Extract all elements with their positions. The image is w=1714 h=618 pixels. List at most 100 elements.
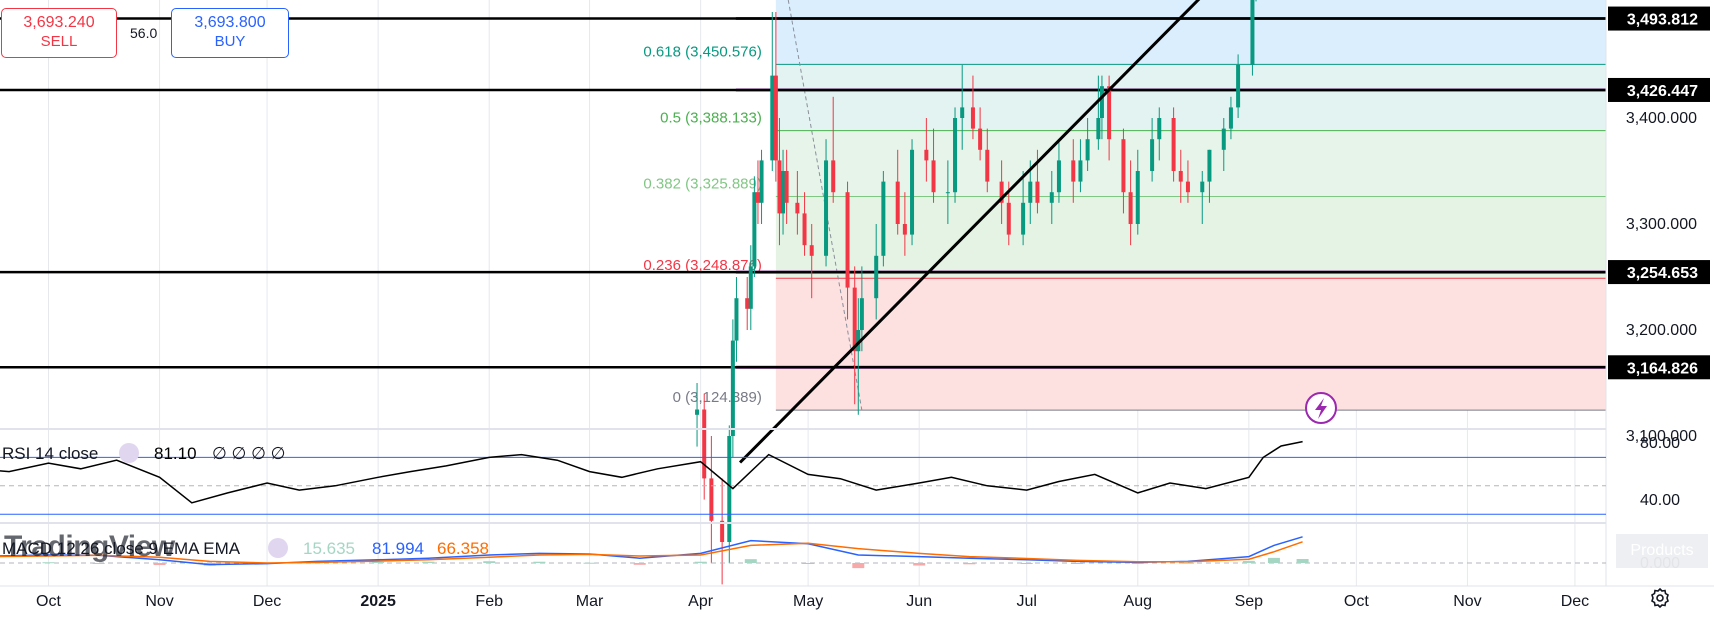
candle-body: [953, 118, 958, 193]
macd-histogram-bar: [744, 559, 757, 563]
buy-button[interactable]: 3,693.800 BUY: [171, 8, 289, 58]
fib-zone: [775, 196, 1606, 279]
candle-body: [773, 75, 778, 161]
candle-body: [695, 409, 700, 415]
macd-legend: MACD 12 26 close 9 EMA EMA 15.635 81.994 66…: [2, 538, 489, 558]
fib-level-label: 0.5 (3,388.133): [660, 110, 762, 127]
macd-histogram-value: 15.635: [303, 539, 355, 558]
time-axis-label: Oct: [36, 593, 61, 610]
candle-body: [856, 330, 861, 352]
candle-body: [1085, 139, 1090, 161]
candle-body: [1078, 160, 1083, 182]
rsi-axis-label: 40.00: [1640, 492, 1680, 509]
candle-body: [1178, 171, 1183, 182]
candle-body: [1006, 202, 1011, 235]
level-tag-label: 3,164.826: [1627, 360, 1698, 377]
macd-histogram-bar: [42, 562, 55, 564]
time-axis-label: Apr: [688, 593, 714, 610]
macd-settings-icon: [268, 538, 288, 558]
level-tag-label: 3,493.812: [1627, 12, 1698, 29]
sell-price: 3,693.240: [23, 14, 95, 31]
macd-histogram-bar: [694, 561, 707, 563]
candle-body: [960, 107, 965, 118]
price-axis-bg: [1606, 0, 1714, 618]
candle-body: [748, 266, 753, 309]
candle-body: [702, 409, 707, 479]
candle-body: [1150, 139, 1155, 171]
candle-body: [802, 213, 807, 246]
candle-body: [727, 436, 732, 542]
macd-histogram-bar: [533, 561, 546, 563]
sell-label: SELL: [40, 33, 78, 50]
candle-body: [999, 181, 1004, 203]
candle-body: [1049, 192, 1054, 203]
gear-icon[interactable]: [1648, 586, 1672, 610]
trendline: [738, 0, 1201, 464]
time-axis-label: Dec: [1561, 593, 1589, 610]
macd-histogram-bar: [1296, 558, 1309, 563]
fib-level-label: 0.236 (3,248.876): [643, 257, 761, 274]
time-axis-label: Aug: [1124, 593, 1152, 610]
candle-body: [1228, 107, 1233, 129]
candle-body: [1221, 128, 1226, 150]
candle-body: [795, 202, 800, 214]
macd-signal-line: [0, 541, 1303, 564]
fib-level-label: 0.382 (3,325.889): [643, 176, 761, 193]
candle-body: [730, 340, 735, 436]
macd-legend-title: MACD 12 26 close 9 EMA EMA: [2, 539, 241, 558]
level-tag-label: 3,426.447: [1627, 83, 1698, 100]
candle-body: [852, 287, 857, 352]
macd-signal-value: 66.358: [437, 539, 489, 558]
candle-body: [1028, 181, 1033, 203]
macd-histogram-bar: [852, 563, 865, 569]
candle-body: [759, 160, 764, 203]
candle-body: [777, 160, 782, 214]
macd-histogram-bar: [1242, 560, 1255, 563]
products-button[interactable]: Products: [1616, 534, 1708, 568]
fib-zone: [775, 64, 1606, 131]
level-tag: [1608, 77, 1710, 102]
macd-histogram-bar: [913, 563, 926, 566]
candle-body: [709, 478, 714, 521]
candle-body: [1096, 118, 1101, 140]
price-axis-label: 3,100.000: [1626, 428, 1697, 445]
candle-body: [931, 160, 936, 193]
time-axis-label: Sep: [1235, 593, 1264, 610]
fib-level-label: 0.618 (3,450.576): [643, 43, 761, 60]
candle-body: [781, 171, 786, 214]
spread-value: 56.0: [130, 25, 158, 41]
candle-body: [720, 520, 725, 542]
rsi-axis-label: 80.00: [1640, 435, 1680, 452]
rsi-settings-icon: [119, 443, 139, 463]
candle-body: [985, 149, 990, 182]
macd-histogram-bar: [1267, 557, 1280, 563]
macd-line: [0, 536, 1303, 566]
candle-body: [1021, 202, 1026, 235]
time-axis-label: Nov: [145, 593, 173, 610]
candles: [695, 0, 1257, 585]
buy-label: BUY: [214, 33, 246, 50]
macd-value: 81.994: [372, 539, 424, 558]
price-axis-label: 3,300.000: [1626, 216, 1697, 233]
candle-body: [881, 181, 886, 256]
rsi-pane: 80.00 40.00 RSI 14 close 81.10 ∅ ∅ ∅ ∅: [0, 435, 1680, 515]
fibonacci-zones: 1.272 (3,793.599)1 (3,651.877)0.786 (3,5…: [643, 0, 1606, 411]
candle-body: [845, 192, 850, 288]
candle-body: [1250, 0, 1255, 66]
candle-body: [945, 192, 950, 194]
macd-histogram-bar: [963, 563, 976, 565]
candle-body: [1071, 160, 1076, 182]
rsi-extra-values: ∅ ∅ ∅ ∅: [212, 444, 285, 463]
time-axis-label: Feb: [475, 593, 503, 610]
sell-button[interactable]: 3,693.240 SELL: [1, 8, 117, 58]
candle-body: [1236, 65, 1241, 108]
fib-zone: [775, 0, 1606, 65]
candle-body: [1185, 181, 1190, 193]
price-axis-label: 3,200.000: [1626, 322, 1697, 339]
time-axis: pOctNovDec2025FebMarAprMayJunJulAugSepOc…: [0, 585, 1714, 610]
macd-histogram-bar: [1181, 562, 1194, 564]
candle-body: [1107, 86, 1112, 140]
time-axis-label: Nov: [1453, 593, 1481, 610]
